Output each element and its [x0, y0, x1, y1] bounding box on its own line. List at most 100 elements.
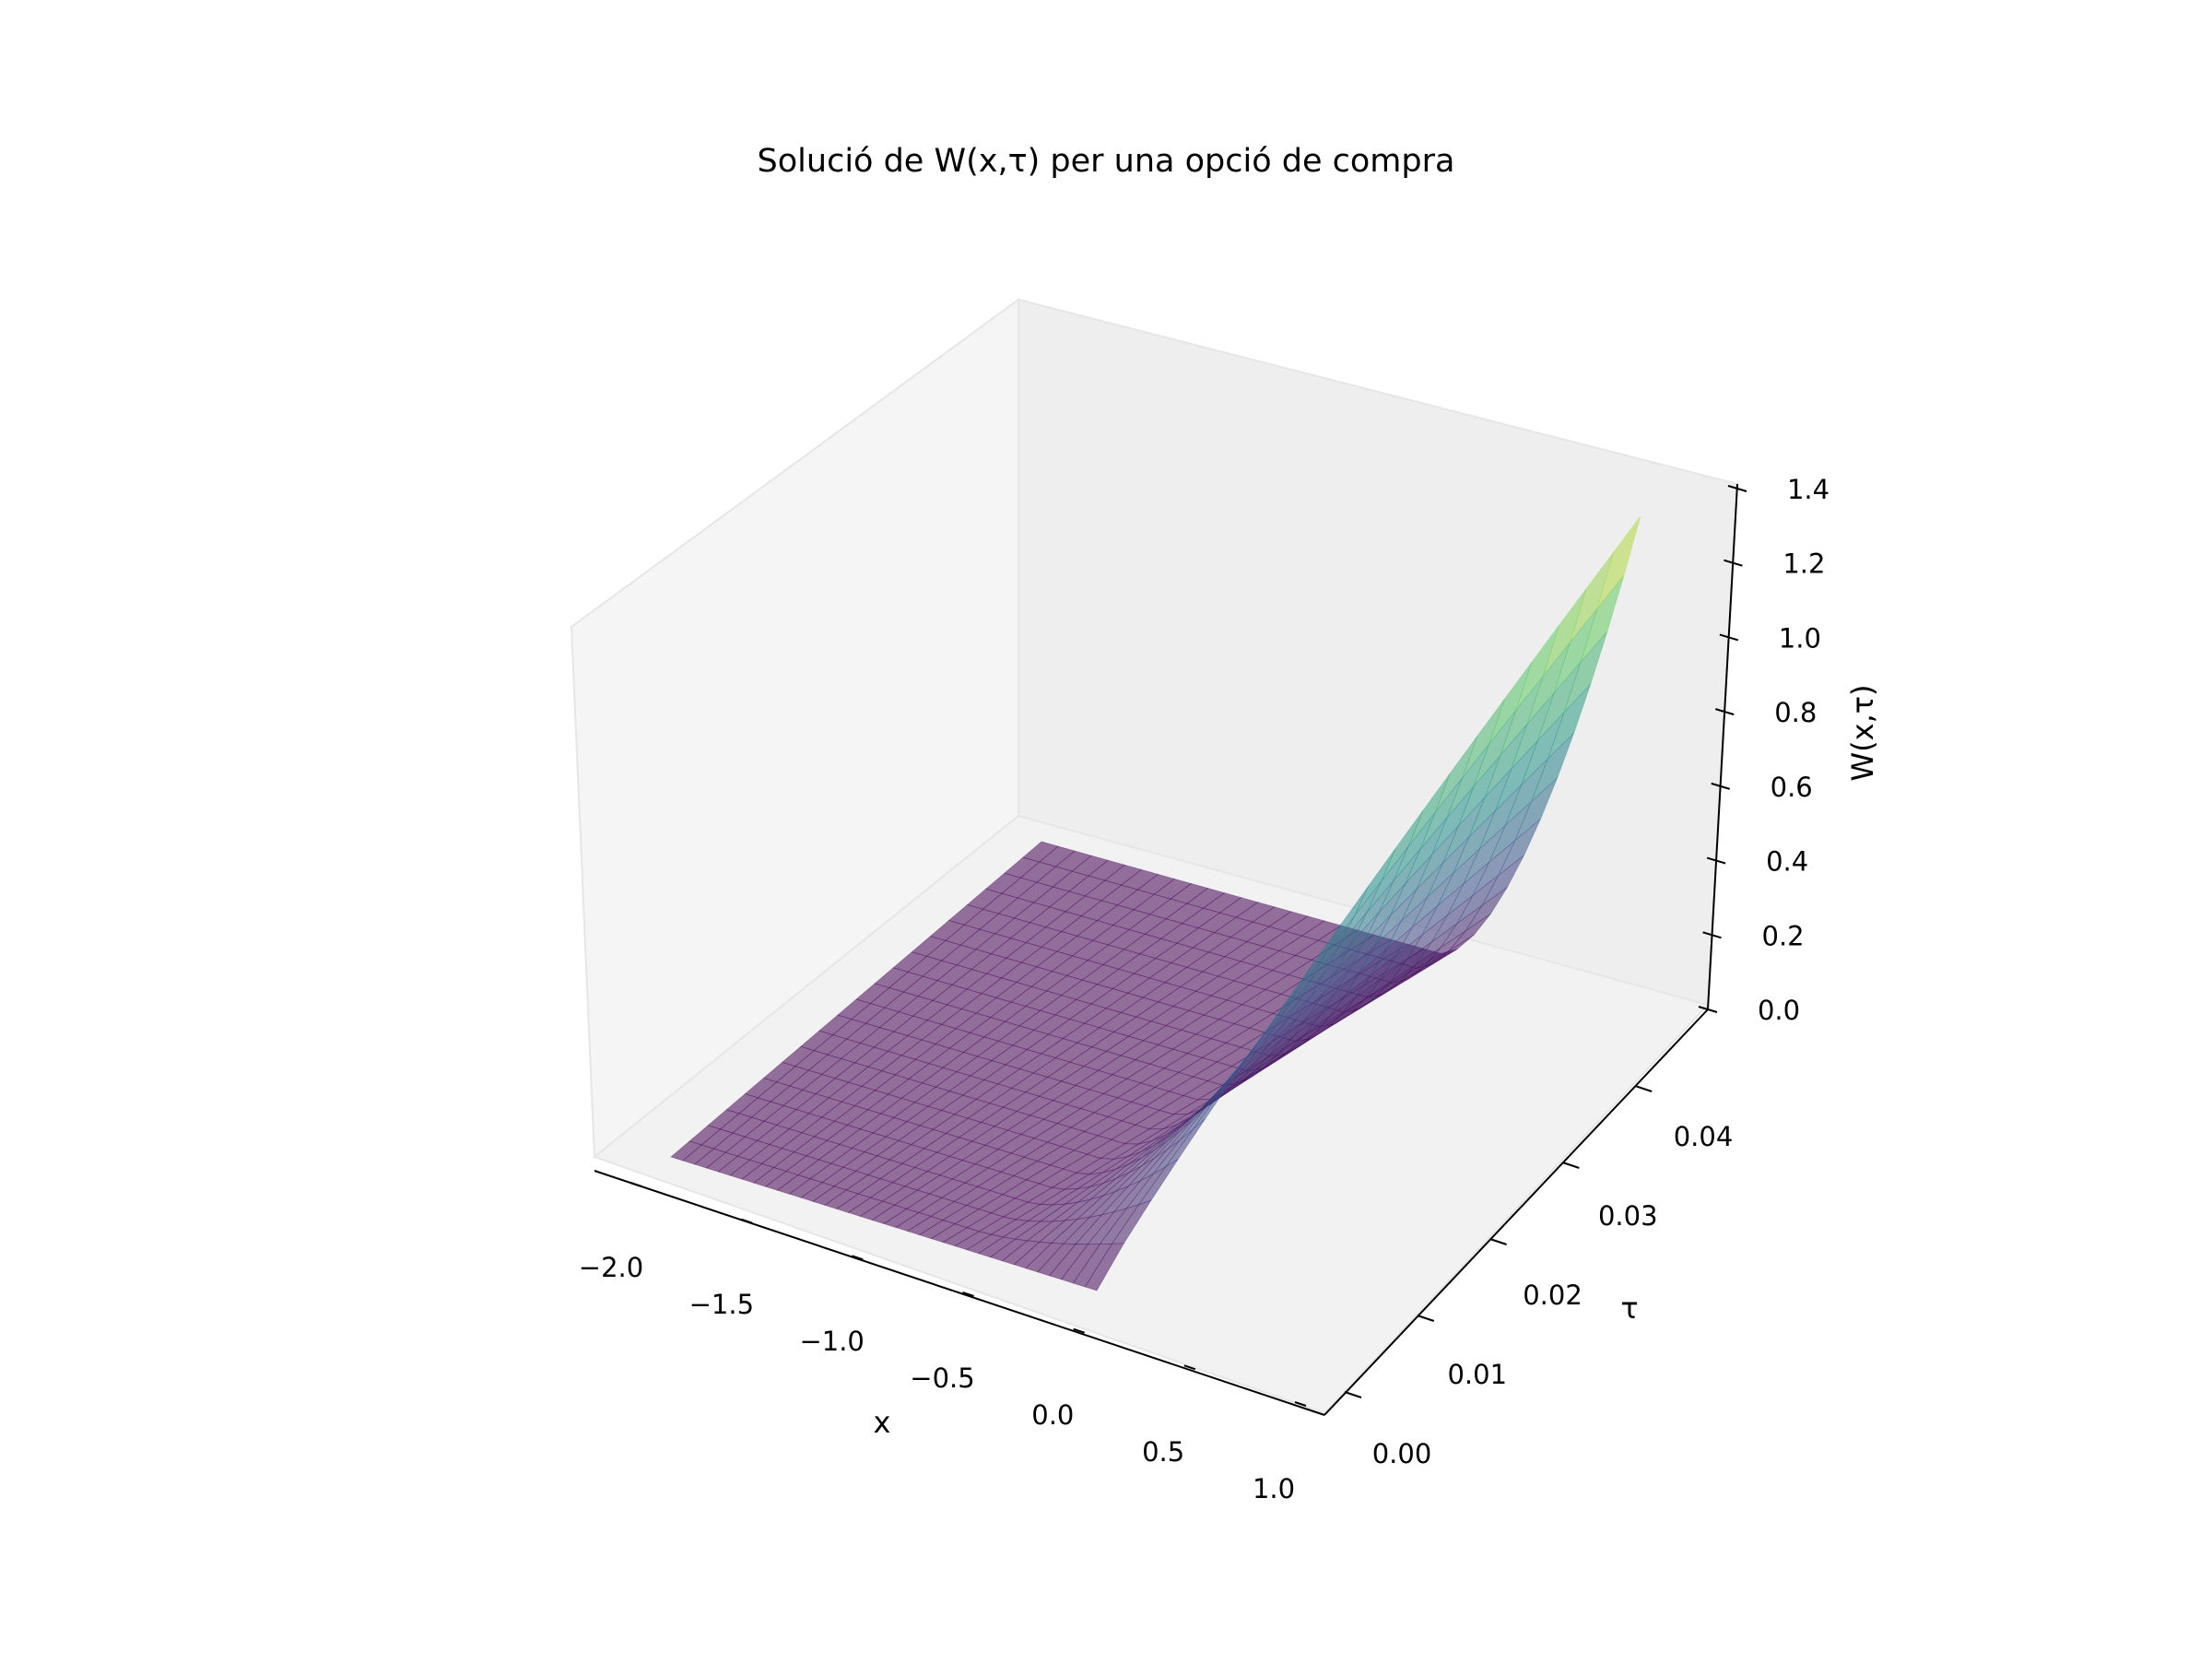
- surface-patch: [974, 1149, 1013, 1169]
- surface-patch: [797, 1159, 832, 1180]
- surface-patch: [1023, 1141, 1062, 1162]
- surface-patch: [928, 1178, 966, 1198]
- surface-patch: [1159, 1095, 1199, 1115]
- surface-patch: [1185, 951, 1226, 973]
- surface-patch: [917, 980, 953, 1001]
- x-tick: [1294, 1401, 1307, 1407]
- surface-patch: [1040, 1038, 1078, 1059]
- surface-patch: [1041, 931, 1078, 952]
- surface: [670, 515, 1641, 1291]
- surface-patch: [1075, 1069, 1113, 1091]
- surface-patch: [1069, 1112, 1110, 1132]
- x-tick-label: −0.5: [910, 1362, 974, 1394]
- surface-patch: [953, 1185, 992, 1206]
- surface-patch: [997, 897, 1035, 919]
- surface-patch: [1168, 1076, 1209, 1096]
- surface-patch: [898, 1125, 935, 1146]
- tau-tick-label: 0.04: [1674, 1121, 1734, 1152]
- surface-patch: [1209, 1023, 1251, 1044]
- z-tick: [1698, 1006, 1718, 1013]
- tau-axis-label: τ: [1620, 1291, 1638, 1326]
- x-axis-label: x: [874, 1405, 891, 1440]
- surface-patch: [885, 1121, 922, 1141]
- surface-patch: [961, 1144, 999, 1165]
- x-tick: [962, 1291, 974, 1297]
- z-tick-label: 0.8: [1774, 697, 1817, 728]
- z-tick-label: 0.2: [1762, 920, 1805, 951]
- surface-patch: [881, 1185, 919, 1206]
- surface-patch: [1139, 1067, 1180, 1088]
- x-tick-label: 0.5: [1142, 1436, 1184, 1468]
- axis-panes: [570, 298, 1739, 1415]
- surface-patch: [1083, 1008, 1123, 1029]
- surface-patch: [1102, 1157, 1142, 1184]
- surface-patch: [1046, 1126, 1086, 1147]
- surface-patch: [1063, 1172, 1103, 1190]
- tau-tick-label: 0.02: [1523, 1280, 1583, 1311]
- surface-patch: [1308, 968, 1350, 1016]
- surface-patch: [688, 1125, 722, 1146]
- tau-tick: [1489, 1238, 1507, 1245]
- z-tick: [1719, 633, 1739, 642]
- z-tick: [1711, 782, 1731, 790]
- surface-patch: [1120, 997, 1159, 1018]
- surface-patch: [1045, 974, 1084, 997]
- surface-patch: [1232, 965, 1274, 986]
- surface-patch: [925, 939, 962, 961]
- surface-patch: [975, 997, 1012, 1019]
- surface-patch: [1304, 995, 1347, 1034]
- surface-patch: [1022, 841, 1059, 863]
- x-axis-line: [594, 1170, 1325, 1416]
- z-tick: [1706, 856, 1726, 865]
- x-tick: [629, 1182, 642, 1187]
- surface-patch: [764, 1171, 799, 1191]
- surface-patch: [958, 1122, 995, 1142]
- surface-patch: [846, 1109, 882, 1130]
- surface-patch: [781, 1132, 816, 1153]
- surface-patch: [1099, 1143, 1140, 1160]
- surface-patch: [1112, 1059, 1151, 1079]
- z-tick-label: 0.6: [1771, 772, 1813, 803]
- surface-patch: [874, 967, 909, 988]
- surface-patch: [1032, 1057, 1071, 1078]
- surface-patch: [979, 913, 1016, 935]
- surface-patch: [871, 1204, 908, 1224]
- surface-patch: [1128, 1140, 1169, 1174]
- surface-patch: [1050, 1216, 1091, 1244]
- surface-patch: [935, 1071, 971, 1092]
- surface-patch: [1002, 1091, 1041, 1112]
- surface-patch: [978, 1216, 1018, 1235]
- surface-patch: [1100, 884, 1139, 906]
- x-tick: [1073, 1327, 1085, 1334]
- surface-patch: [1230, 921, 1270, 942]
- surface-patch: [1102, 1165, 1142, 1197]
- surface-patch: [1117, 953, 1157, 974]
- surface-patch: [1012, 1161, 1052, 1181]
- surface-patch: [1088, 859, 1126, 881]
- z-tick-label: 0.4: [1766, 846, 1808, 878]
- surface-patch: [969, 1017, 1006, 1038]
- z-tick-label: 1.0: [1779, 622, 1821, 654]
- surface-patch: [855, 983, 890, 1004]
- x-tick: [1183, 1364, 1196, 1371]
- tau-tick: [1344, 1391, 1362, 1398]
- surface-patch: [1011, 1029, 1050, 1050]
- surface-patch: [1052, 870, 1089, 892]
- surface-patch: [1065, 1183, 1104, 1205]
- x-tick-label: 0.0: [1031, 1399, 1074, 1431]
- tau-tick-label: 0.03: [1598, 1200, 1658, 1232]
- surface-patch: [712, 1132, 747, 1153]
- surface-patch: [1083, 1115, 1124, 1137]
- z-tick: [1727, 485, 1747, 492]
- x-tick-label: −2.0: [579, 1252, 643, 1283]
- z-axis-line: [1707, 483, 1738, 1010]
- surface-patch: [977, 1236, 1017, 1258]
- surface-patch: [1201, 956, 1241, 977]
- surface-patch: [942, 1205, 980, 1225]
- surface-patch: [1116, 1082, 1157, 1103]
- surface-patch: [1202, 892, 1242, 914]
- surface-patch: [901, 1148, 938, 1168]
- surface-patch: [932, 984, 968, 1006]
